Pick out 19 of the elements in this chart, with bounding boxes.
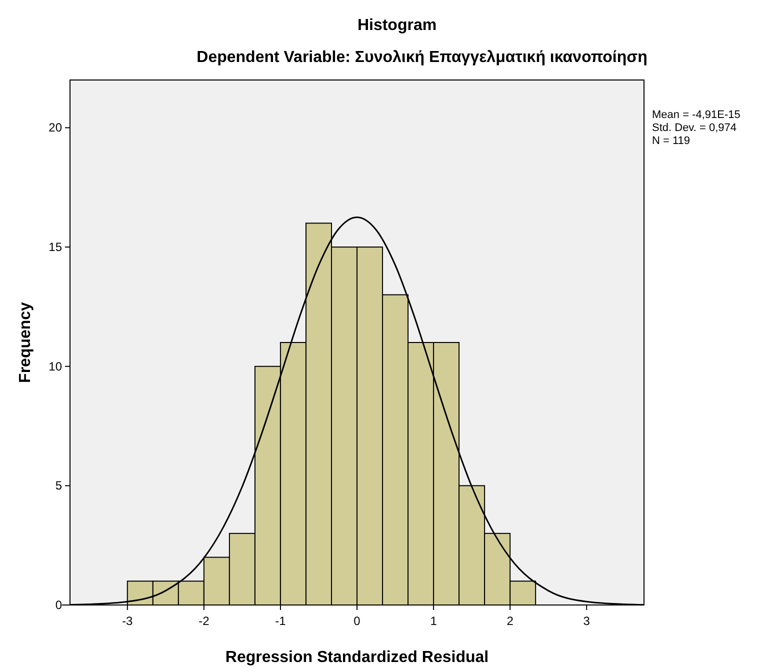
x-tick-label: -3 bbox=[122, 614, 134, 628]
y-tick-label: 15 bbox=[48, 240, 62, 254]
x-tick-label: 0 bbox=[354, 614, 361, 628]
x-tick-label: -1 bbox=[275, 614, 286, 628]
x-tick-label: 3 bbox=[583, 614, 590, 628]
text: Mean = -4,91E-15 bbox=[652, 109, 740, 121]
y-tick-label: 10 bbox=[48, 359, 62, 374]
y-tick-label: 0 bbox=[55, 598, 62, 612]
y-tick-label: 5 bbox=[55, 478, 62, 493]
y-tick-label: 20 bbox=[48, 120, 62, 135]
x-axis-title: Regression Standardized Residual bbox=[225, 649, 489, 666]
chart-subtitle: Dependent Variable: Συνολική Επαγγελματική ικανοποίηση bbox=[196, 49, 648, 66]
text: Std. Dev. = 0,974 bbox=[652, 122, 736, 134]
chart-title: Histogram bbox=[357, 17, 437, 34]
x-tick-label: 2 bbox=[506, 614, 514, 628]
x-tick-label: -2 bbox=[198, 614, 210, 628]
text: N = 119 bbox=[652, 135, 690, 147]
y-axis-title: Frequency bbox=[17, 302, 34, 383]
x-tick-label: 1 bbox=[430, 614, 438, 628]
